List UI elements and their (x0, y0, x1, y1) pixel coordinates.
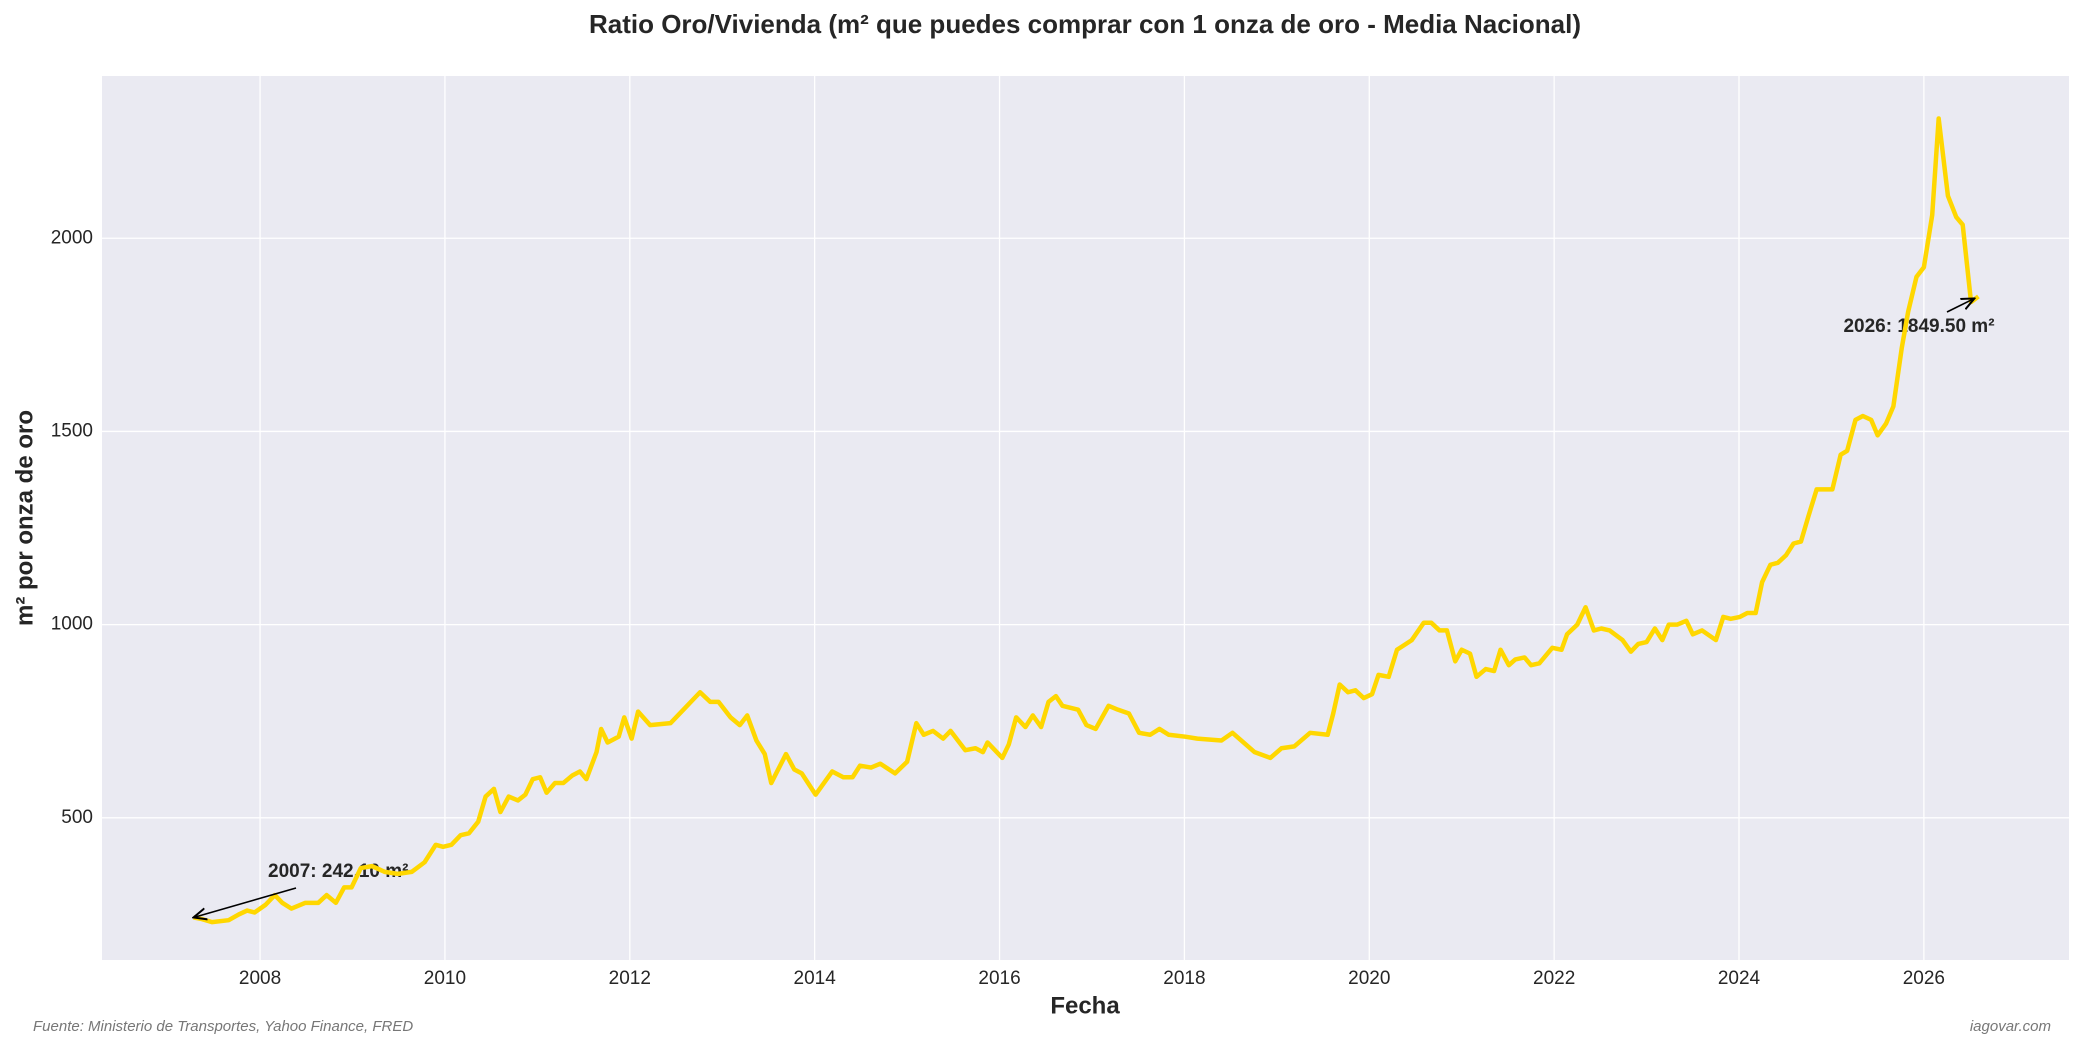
x-tick-label: 2018 (1163, 968, 1205, 989)
x-tick-label: 2010 (424, 968, 466, 989)
footer-site: iagovar.com (1970, 1018, 2051, 1035)
y-tick-label: 2000 (51, 227, 93, 248)
y-tick-label: 500 (61, 807, 93, 828)
plot-area (102, 76, 2069, 960)
data-line (193, 116, 1980, 925)
x-tick-label: 2016 (978, 968, 1020, 989)
x-tick-label: 2008 (239, 968, 281, 989)
annotation-arrow (1946, 298, 1974, 313)
x-tick-label: 2024 (1718, 968, 1761, 989)
chart-title: Ratio Oro/Vivienda (m² que puedes compra… (589, 9, 1581, 39)
annotation: 2026: 1849.50 m² (1843, 316, 1994, 337)
annotation-arrow (194, 887, 297, 917)
x-tick-label: 2020 (1348, 968, 1390, 989)
footer-source: Fuente: Ministerio de Transportes, Yahoo… (33, 1018, 413, 1035)
x-tick-label: 2026 (1903, 968, 1945, 989)
x-tick-label: 2014 (794, 968, 837, 989)
y-tick-label: 1000 (51, 614, 93, 635)
y-axis-label: m² por onza de oro (11, 410, 38, 626)
x-axis-label: Fecha (1050, 992, 1120, 1019)
x-tick-label: 2022 (1533, 968, 1575, 989)
y-tick-label: 1500 (51, 420, 93, 441)
x-tick-label: 2012 (609, 968, 651, 989)
